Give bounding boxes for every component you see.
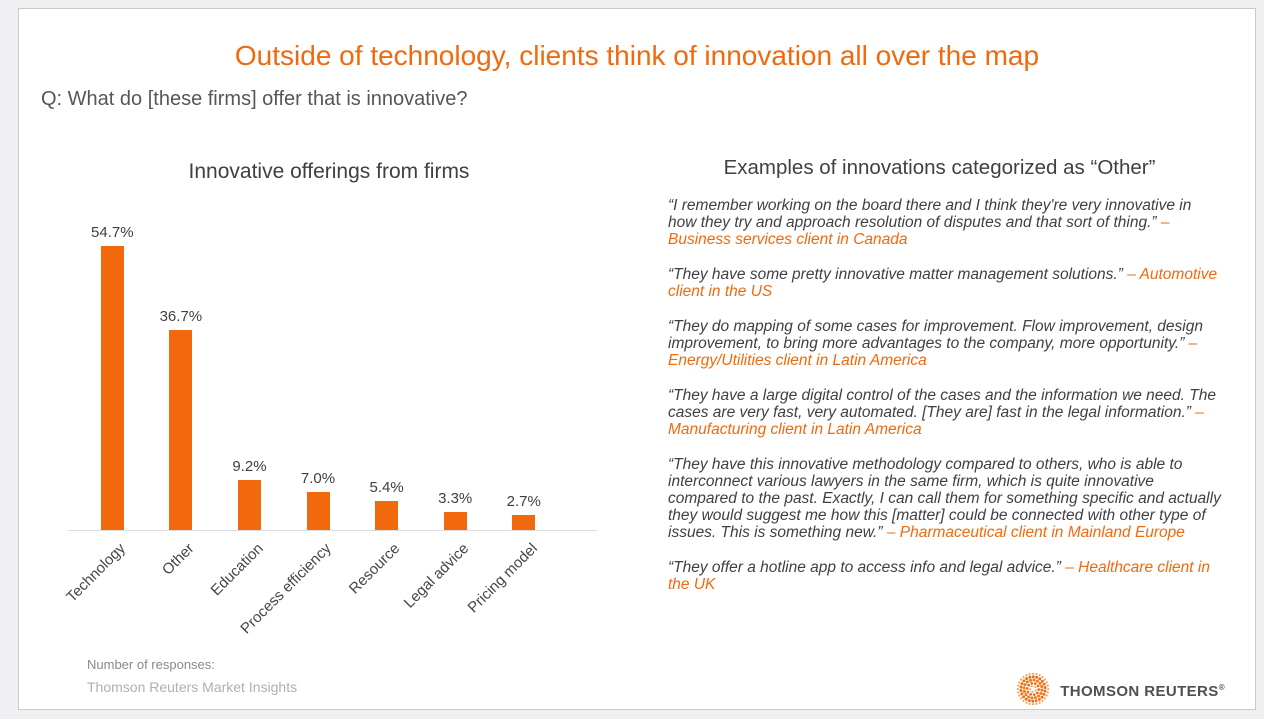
category-label: Legal advice xyxy=(400,540,473,612)
bar-column-technology: 54.7% Technology xyxy=(64,224,147,606)
question-text: Q: What do [these firms] offer that is i… xyxy=(41,88,468,110)
responses-label: Number of responses: xyxy=(87,657,215,672)
quote-text: “They offer a hotline app to access info… xyxy=(668,559,1066,576)
slide: Outside of technology, clients think of … xyxy=(18,8,1256,710)
quote-item: “They do mapping of some cases for impro… xyxy=(668,318,1221,369)
bar-chart-plot: 54.7% Technology 36.7% Other 9.2% Education 7.… xyxy=(64,224,558,637)
bar xyxy=(169,330,193,530)
quote-item: “They offer a hotline app to access info… xyxy=(668,559,1221,593)
slide-title: Outside of technology, clients think of … xyxy=(234,40,1040,71)
thomson-reuters-logo-icon xyxy=(1015,671,1051,712)
bar-value-label: 7.0% xyxy=(300,469,336,487)
bar xyxy=(306,491,330,530)
quote-attribution: – Energy/Utilities client in Latin Ameri… xyxy=(668,335,1198,369)
source-label: Thomson Reuters Market Insights xyxy=(87,679,298,695)
bar xyxy=(100,246,124,530)
bar-column-resource: 5.4% Resource xyxy=(346,224,421,598)
quote-text: “I remember working on the board there a… xyxy=(668,197,1192,231)
bar-column-legal-advice: 3.3% Legal advice xyxy=(401,224,490,612)
quote-attribution: – Healthcare client in the UK xyxy=(668,559,1210,593)
kinesis-dots-icon xyxy=(1016,672,1050,706)
quotes-list: “I remember working on the board there a… xyxy=(668,197,1221,611)
quote-text: “They have a large digital control of th… xyxy=(668,387,1216,421)
bar-column-education: 9.2% Education xyxy=(207,224,284,599)
category-label: Education xyxy=(207,540,267,600)
quote-item: “I remember working on the board there a… xyxy=(668,197,1221,248)
bar xyxy=(237,479,261,530)
bar xyxy=(443,512,467,530)
chart-x-axis-line xyxy=(68,530,597,531)
bar-value-label: 9.2% xyxy=(232,457,267,475)
thomson-reuters-logo-text: THOMSON REUTERS® xyxy=(1060,683,1225,700)
thomson-reuters-logo: THOMSON REUTERS® xyxy=(1015,671,1225,712)
bar-column-other: 36.7% Other xyxy=(147,224,216,578)
quote-text: “They have this innovative methodology c… xyxy=(668,456,1221,541)
bar xyxy=(512,515,536,530)
quote-attribution: – Business services client in Canada xyxy=(668,214,1170,248)
quote-text: “They have some pretty innovative matter… xyxy=(668,266,1128,283)
bar xyxy=(375,500,399,530)
quote-attribution: – Pharmaceutical client in Mainland Euro… xyxy=(886,524,1185,541)
chart-title: Innovative offerings from firms xyxy=(188,160,470,183)
bar-value-label: 5.4% xyxy=(369,478,404,496)
bar-value-label: 3.3% xyxy=(438,490,473,507)
quote-item: “They have this innovative methodology c… xyxy=(668,456,1221,541)
bar-value-label: 2.7% xyxy=(506,493,541,511)
quote-attribution: – Automotive client in the US xyxy=(668,266,1218,300)
quote-attribution: – Manufacturing client in Latin America xyxy=(668,404,1204,438)
bar-value-label: 36.7% xyxy=(159,308,203,326)
bar-column-pricing-model: 2.7% Pricing model xyxy=(465,224,558,616)
quote-item: “They have a large digital control of th… xyxy=(668,387,1221,438)
bar-value-label: 54.7% xyxy=(91,224,134,241)
quotes-panel-title: Examples of innovations categorized as “… xyxy=(723,156,1156,179)
registered-mark: ® xyxy=(1218,683,1225,692)
category-label: Pricing model xyxy=(464,540,541,617)
quote-item: “They have some pretty innovative matter… xyxy=(668,266,1221,300)
category-label: Other xyxy=(159,540,198,579)
quote-text: “They do mapping of some cases for impro… xyxy=(668,318,1203,352)
bar-column-process-efficiency: 7.0% Process efficiency xyxy=(238,224,353,637)
category-label: Resource xyxy=(346,540,404,598)
category-label: Technology xyxy=(63,540,130,606)
